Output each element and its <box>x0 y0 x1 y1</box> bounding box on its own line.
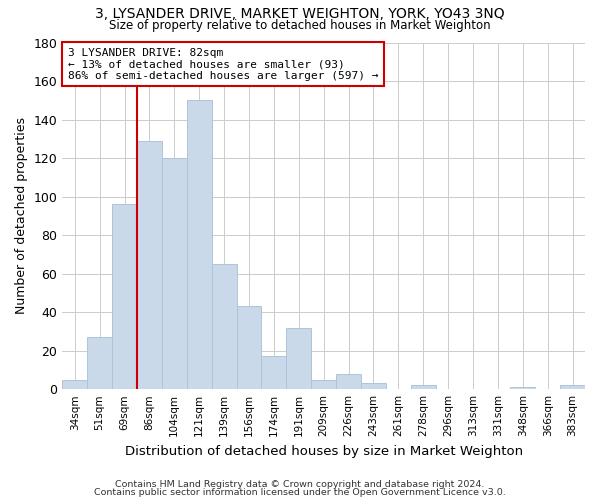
Bar <box>87 337 112 389</box>
Bar <box>112 204 137 389</box>
Bar <box>62 380 87 389</box>
Text: 3 LYSANDER DRIVE: 82sqm
← 13% of detached houses are smaller (93)
86% of semi-de: 3 LYSANDER DRIVE: 82sqm ← 13% of detache… <box>68 48 378 81</box>
Text: 3, LYSANDER DRIVE, MARKET WEIGHTON, YORK, YO43 3NQ: 3, LYSANDER DRIVE, MARKET WEIGHTON, YORK… <box>95 8 505 22</box>
Bar <box>361 384 386 389</box>
Text: Size of property relative to detached houses in Market Weighton: Size of property relative to detached ho… <box>109 18 491 32</box>
Bar <box>212 264 236 389</box>
Bar <box>560 386 585 389</box>
Bar <box>187 100 212 389</box>
Bar <box>411 386 436 389</box>
Bar <box>311 380 336 389</box>
X-axis label: Distribution of detached houses by size in Market Weighton: Distribution of detached houses by size … <box>125 444 523 458</box>
Bar <box>162 158 187 389</box>
Y-axis label: Number of detached properties: Number of detached properties <box>15 118 28 314</box>
Bar <box>262 356 286 389</box>
Text: Contains public sector information licensed under the Open Government Licence v3: Contains public sector information licen… <box>94 488 506 497</box>
Bar <box>236 306 262 389</box>
Bar <box>137 140 162 389</box>
Text: Contains HM Land Registry data © Crown copyright and database right 2024.: Contains HM Land Registry data © Crown c… <box>115 480 485 489</box>
Bar <box>336 374 361 389</box>
Bar <box>511 388 535 389</box>
Bar <box>286 328 311 389</box>
